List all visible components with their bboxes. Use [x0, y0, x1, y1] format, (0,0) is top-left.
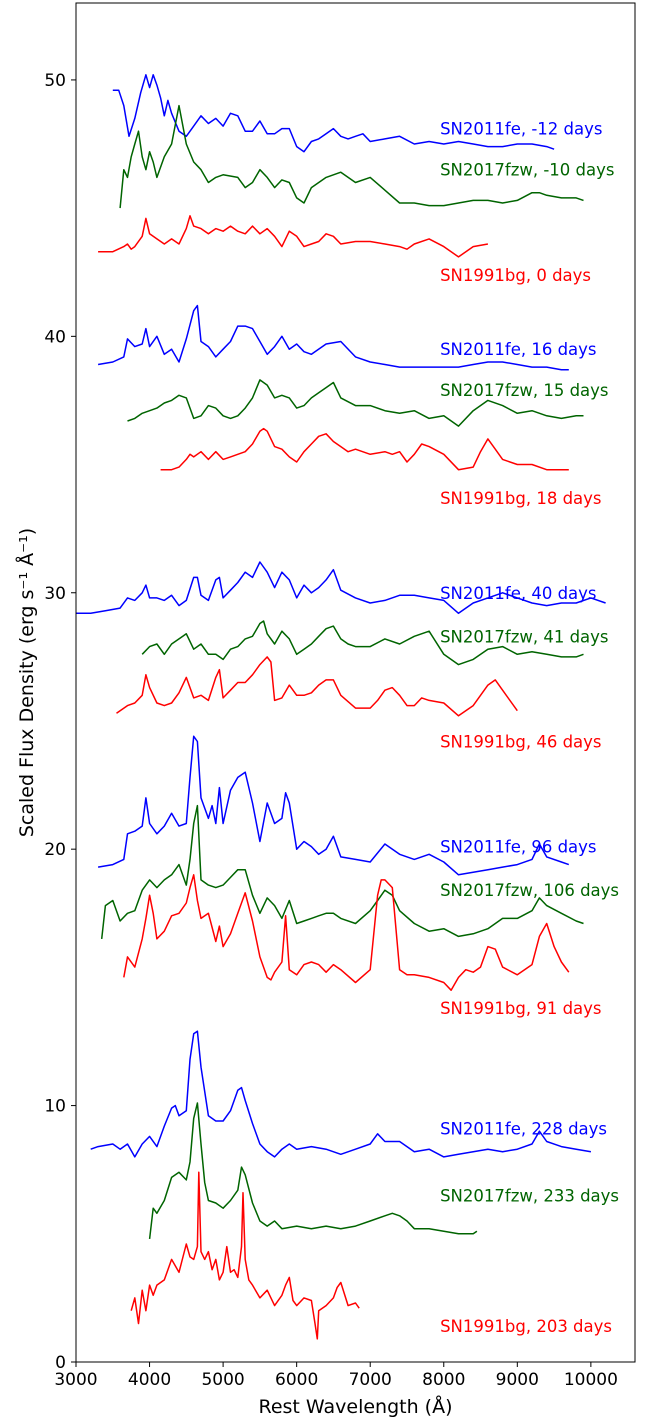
plot-frame [75, 2, 636, 1363]
y-tick-label: 0 [55, 1353, 66, 1373]
x-tick-label: 9000 [496, 1370, 539, 1390]
spectrum-line-1 [119, 104, 584, 209]
series-label-1: SN2017fzw, -10 days [440, 161, 614, 180]
y-axis: 0 10 20 30 40 50 [44, 71, 76, 1373]
spectrum-line-7 [141, 620, 584, 666]
series-labels: SN2011fe, -12 days SN2017fzw, -10 days SN1… [440, 120, 619, 1336]
series-label-4: SN2017fzw, 15 days [440, 381, 608, 400]
series-label-9: SN2011fe, 96 days [440, 838, 596, 857]
series-label-11: SN1991bg, 91 days [440, 999, 601, 1018]
series-label-7: SN2017fzw, 41 days [440, 627, 608, 646]
spectrum-line-3 [97, 304, 569, 371]
spectrum-line-5 [160, 427, 569, 471]
series-label-10: SN2017fzw, 106 days [440, 881, 619, 900]
y-axis-label: Scaled Flux Density (erg s⁻¹ Å⁻¹) [15, 528, 38, 837]
series-label-8: SN1991bg, 46 days [440, 732, 601, 751]
y-tick-label: 40 [44, 327, 66, 347]
x-tick-label: 5000 [201, 1370, 244, 1390]
x-tick-label: 8000 [422, 1370, 465, 1390]
x-tick-label: 6000 [275, 1370, 318, 1390]
spectrum-line-14 [130, 1171, 360, 1340]
spectrum-line-8 [116, 656, 518, 717]
x-axis-label: Rest Wavelength (Å) [259, 1395, 453, 1418]
y-tick-label: 30 [44, 584, 66, 604]
spectrum-line-12 [90, 1030, 592, 1158]
spectrum-line-6 [76, 561, 606, 615]
series-label-13: SN2017fzw, 233 days [440, 1186, 619, 1205]
y-tick-label: 50 [44, 71, 66, 91]
y-tick-label: 20 [44, 840, 66, 860]
spectrum-line-13 [148, 1102, 478, 1239]
series-label-6: SN2011fe, 40 days [440, 584, 596, 603]
series-label-5: SN1991bg, 18 days [440, 489, 601, 508]
x-tick-label: 3000 [54, 1370, 97, 1390]
spectrum-line-10 [100, 804, 584, 939]
spectrum-line-11 [123, 874, 570, 991]
series-label-14: SN1991bg, 203 days [440, 1317, 612, 1336]
x-axis: 3000 4000 5000 6000 7000 8000 9000 10000 [54, 1362, 618, 1390]
spectrum-line-9 [97, 735, 570, 876]
spectrum-line-4 [127, 379, 584, 427]
y-tick-label: 10 [44, 1097, 66, 1117]
spectrum-line-2 [98, 215, 489, 258]
series-label-3: SN2011fe, 16 days [440, 340, 596, 359]
series-label-0: SN2011fe, -12 days [440, 120, 602, 139]
spectrum-line-0 [112, 74, 555, 153]
x-tick-label: 7000 [349, 1370, 392, 1390]
series-label-12: SN2011fe, 228 days [440, 1120, 607, 1139]
x-tick-label: 10000 [564, 1370, 618, 1390]
plot-area [76, 74, 606, 1340]
x-tick-label: 4000 [128, 1370, 171, 1390]
series-label-2: SN1991bg, 0 days [440, 266, 591, 285]
